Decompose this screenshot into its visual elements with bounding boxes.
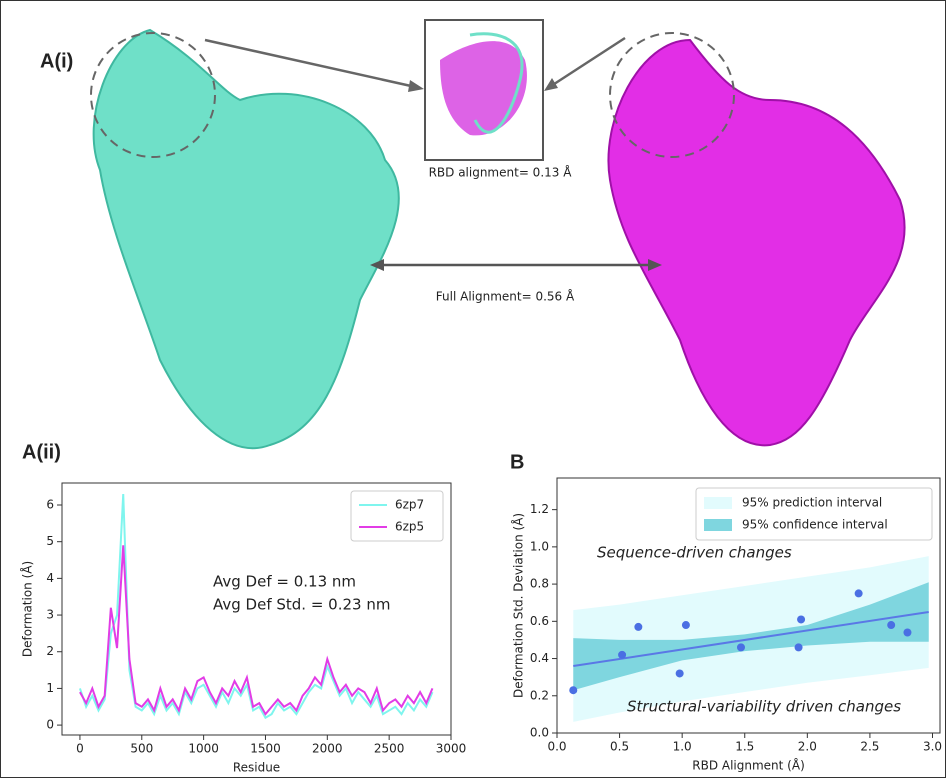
y-tick-label: 4 [46, 571, 54, 585]
arrow-head [408, 80, 424, 92]
rbd-alignment-text: RBD alignment= 0.13 Å [429, 165, 573, 180]
point [854, 589, 863, 598]
plot-frame [556, 477, 941, 734]
panel-label: B [510, 451, 524, 473]
panel-label: A(ii) [22, 441, 61, 463]
arrow-head [648, 259, 662, 271]
x-tick-label: 1.5 [735, 740, 754, 754]
interval-band [573, 582, 929, 691]
point [569, 686, 578, 695]
x-tick-label: 3.0 [923, 740, 942, 754]
arrow [204, 38, 421, 90]
legend-swatch [704, 519, 732, 531]
legend-box [350, 490, 444, 542]
rbd-circle [609, 32, 735, 158]
annotation: Avg Def = 0.13 nm [213, 573, 356, 591]
series-line [78, 493, 434, 720]
legend-label: 6zp5 [395, 520, 424, 534]
protein-6zp7 [92, 28, 400, 450]
legend-label: 95% prediction interval [742, 496, 882, 510]
plot-frame [61, 482, 452, 736]
x-tick-label: 0.0 [547, 740, 566, 754]
x-tick-label: 500 [130, 742, 153, 756]
annotation: Structural-variability driven changes [627, 698, 901, 716]
x-tick-label: 0 [76, 742, 84, 756]
x-tick-label: 2500 [374, 742, 405, 756]
x-axis-label: RBD Alignment (Å) [692, 758, 805, 773]
point [618, 650, 627, 659]
x-tick-label: 1000 [188, 742, 219, 756]
y-tick-label: 0.0 [530, 726, 549, 740]
y-tick-label: 0.2 [530, 688, 549, 702]
y-tick-label: 0.8 [530, 577, 549, 591]
y-axis-label: Deformation (Å) [20, 561, 35, 657]
legend-label: 95% confidence interval [742, 518, 888, 532]
rbd-overlay [469, 32, 524, 134]
y-tick-label: 1.0 [530, 539, 549, 553]
arrow [547, 36, 626, 90]
rbd-overlay [440, 41, 527, 136]
y-axis-label: Deformation Std. Deviation (Å) [511, 513, 526, 698]
annotation: Avg Def Std. = 0.23 nm [213, 596, 390, 614]
panel-label: A(i) [40, 50, 73, 72]
y-tick-label: 0 [46, 718, 54, 732]
fit-line [573, 611, 929, 667]
x-tick-label: 1500 [250, 742, 281, 756]
point [675, 669, 684, 678]
point [794, 643, 803, 652]
y-tick-label: 3 [46, 608, 54, 622]
x-axis-label: Residue [233, 761, 280, 775]
legend-swatch [704, 497, 732, 509]
annotation: Sequence-driven changes [597, 544, 792, 562]
y-tick-label: 0.4 [530, 651, 549, 665]
arrow-head [544, 78, 558, 91]
protein-6zp5 [607, 38, 906, 447]
x-tick-label: 3000 [436, 742, 467, 756]
point [887, 621, 896, 630]
y-tick-label: 1.2 [530, 502, 549, 516]
rbd-circle [90, 32, 216, 158]
point [903, 628, 912, 637]
y-tick-label: 6 [46, 498, 54, 512]
arrow-head [370, 259, 384, 271]
protein-structures [90, 19, 906, 450]
x-tick-label: 0.5 [610, 740, 629, 754]
point [797, 615, 806, 624]
y-tick-label: 5 [46, 534, 54, 548]
legend-label: 6zp7 [395, 498, 424, 512]
x-tick-label: 2.5 [860, 740, 879, 754]
point [681, 621, 690, 630]
point [736, 643, 745, 652]
x-tick-label: 1.0 [673, 740, 692, 754]
point [634, 622, 643, 631]
y-tick-label: 2 [46, 644, 54, 658]
x-tick-label: 2000 [312, 742, 343, 756]
x-tick-label: 2.0 [798, 740, 817, 754]
series-line [79, 545, 434, 716]
full-alignment-text: Full Alignment= 0.56 Å [436, 289, 575, 304]
y-tick-label: 1 [46, 681, 54, 695]
y-tick-label: 0.6 [530, 614, 549, 628]
legend-box [695, 487, 933, 541]
